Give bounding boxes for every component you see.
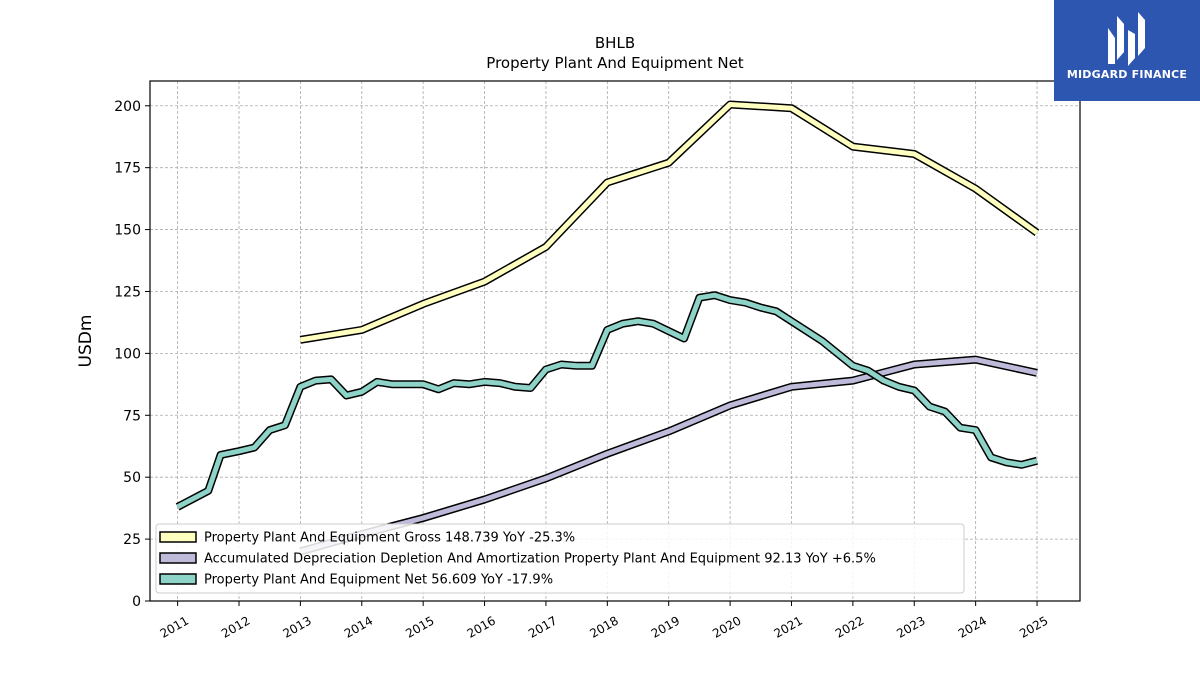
x-tick-label: 2014: [342, 613, 375, 640]
x-axis: 2011 2012 2013 2014 2015 2016 2017 2018 2019 2020…: [158, 601, 1051, 641]
legend: Property Plant And Equipment Gross 148.7…: [155, 523, 965, 594]
x-tick-label: 2021: [772, 613, 805, 640]
legend-label-2: Property Plant And Equipment Net 56.609 …: [204, 573, 553, 588]
y-tick-label: 75: [123, 408, 141, 424]
x-tick-label: 2025: [1017, 613, 1050, 640]
y-tick-label: 25: [123, 532, 141, 548]
x-tick-label: 2011: [158, 613, 191, 640]
series-line-0: [300, 102, 1039, 343]
x-tick-label: 2022: [833, 613, 866, 640]
legend-swatch-1: [159, 552, 197, 564]
x-tick-label: 2019: [649, 613, 682, 640]
legend-label-1: Accumulated Depreciation Depletion And A…: [204, 552, 876, 567]
x-tick-label: 2012: [219, 613, 252, 640]
brand-logo: MIDGARD FINANCE: [1054, 0, 1200, 101]
y-tick-label: 0: [132, 594, 141, 610]
x-tick-label: 2016: [465, 613, 498, 640]
midgard-logo-icon: [1108, 12, 1145, 66]
y-tick-label: 200: [114, 99, 141, 115]
plot-frame: [149, 80, 1081, 602]
x-tick-label: 2024: [956, 613, 989, 640]
chart-title: BHLB: [595, 34, 635, 52]
y-axis-label: USDm: [76, 315, 96, 368]
grid: [150, 81, 1080, 602]
series-line-2: [176, 292, 1038, 510]
y-axis: 0 25 50 75 100 125 150 175 200: [114, 99, 150, 610]
x-tick-label: 2017: [526, 613, 559, 640]
x-tick-label: 2015: [403, 613, 436, 640]
legend-swatch-2: [159, 573, 197, 585]
legend-box: [155, 523, 965, 594]
x-tick-label: 2018: [587, 613, 620, 640]
series-lines: [175, 100, 1040, 556]
legend-label-0: Property Plant And Equipment Gross 148.7…: [204, 531, 575, 546]
legend-swatch-0: [159, 531, 197, 543]
y-tick-label: 100: [114, 346, 141, 362]
y-tick-label: 50: [123, 470, 141, 486]
y-tick-label: 150: [114, 223, 141, 239]
brand-name: MIDGARD FINANCE: [1066, 68, 1188, 81]
y-tick-label: 175: [114, 161, 141, 177]
x-tick-label: 2020: [710, 613, 743, 640]
x-tick-label: 2013: [280, 613, 313, 640]
chart-subtitle: Property Plant And Equipment Net: [486, 54, 743, 72]
y-tick-label: 125: [114, 284, 141, 300]
x-tick-label: 2023: [894, 613, 927, 640]
series-line-1: [299, 357, 1038, 554]
